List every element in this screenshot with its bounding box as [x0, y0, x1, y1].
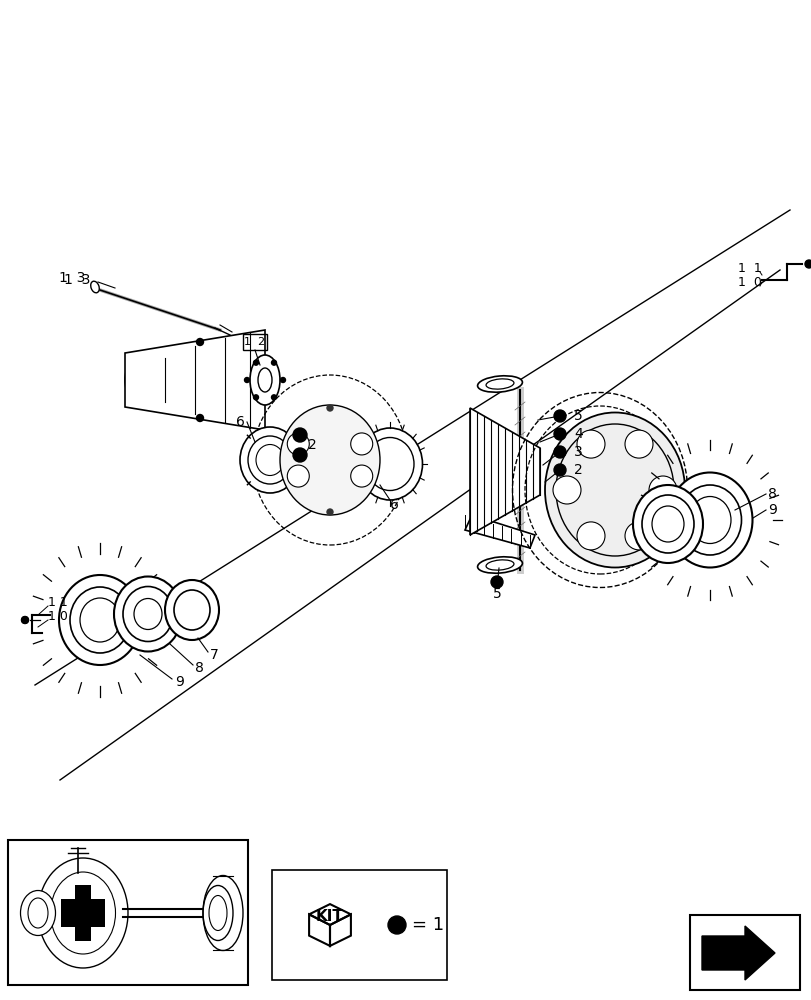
Text: 2: 2 — [573, 463, 582, 477]
Text: 8: 8 — [195, 661, 204, 675]
Ellipse shape — [667, 473, 752, 568]
Circle shape — [280, 377, 285, 382]
Ellipse shape — [552, 476, 581, 504]
Text: 1  0: 1 0 — [737, 275, 761, 288]
Text: 5: 5 — [573, 409, 582, 423]
Ellipse shape — [624, 430, 652, 458]
Ellipse shape — [280, 405, 380, 515]
Ellipse shape — [477, 557, 521, 573]
Circle shape — [553, 428, 565, 440]
Bar — [61, 899, 105, 927]
Bar — [8, 840, 247, 985]
Circle shape — [553, 410, 565, 422]
Ellipse shape — [125, 353, 165, 408]
Ellipse shape — [20, 890, 55, 935]
Text: 3: 3 — [573, 445, 582, 459]
Text: 8: 8 — [767, 487, 776, 501]
Bar — [10, 842, 246, 983]
Ellipse shape — [648, 476, 676, 504]
Circle shape — [388, 916, 406, 934]
Circle shape — [553, 464, 565, 476]
Ellipse shape — [250, 355, 280, 405]
Circle shape — [293, 428, 307, 442]
Text: 9: 9 — [175, 675, 183, 689]
Text: 6: 6 — [236, 415, 245, 429]
Ellipse shape — [357, 428, 422, 500]
Text: 2: 2 — [307, 438, 316, 452]
Text: 4: 4 — [573, 427, 582, 441]
Ellipse shape — [577, 430, 604, 458]
Text: 1  3: 1 3 — [63, 273, 90, 287]
Circle shape — [244, 377, 249, 382]
Bar — [689, 915, 799, 990]
Polygon shape — [125, 330, 264, 430]
Ellipse shape — [577, 522, 604, 550]
Text: 5: 5 — [492, 587, 500, 601]
Text: 1 0: 1 0 — [48, 610, 68, 624]
Polygon shape — [470, 408, 539, 535]
Ellipse shape — [240, 427, 299, 493]
Ellipse shape — [203, 886, 233, 940]
Bar — [75, 885, 91, 941]
Ellipse shape — [633, 485, 702, 563]
Circle shape — [553, 446, 565, 458]
Bar — [242, 334, 267, 350]
Ellipse shape — [350, 433, 372, 455]
Circle shape — [253, 395, 258, 400]
Text: 7: 7 — [210, 648, 218, 662]
Ellipse shape — [91, 281, 99, 293]
Text: 1  3: 1 3 — [58, 271, 85, 285]
Circle shape — [271, 360, 277, 365]
Ellipse shape — [624, 522, 652, 550]
Circle shape — [196, 338, 204, 346]
Text: 1  2: 1 2 — [244, 337, 265, 347]
Circle shape — [253, 360, 258, 365]
Circle shape — [271, 395, 277, 400]
Ellipse shape — [544, 412, 684, 568]
Ellipse shape — [38, 858, 128, 968]
Circle shape — [491, 576, 502, 588]
Ellipse shape — [287, 433, 309, 455]
Ellipse shape — [350, 465, 372, 487]
Ellipse shape — [59, 575, 141, 665]
Polygon shape — [465, 515, 534, 548]
Text: KIT: KIT — [315, 909, 344, 924]
Ellipse shape — [165, 580, 219, 640]
Text: 1  1: 1 1 — [737, 261, 761, 274]
Bar — [272, 870, 446, 980]
Ellipse shape — [114, 576, 182, 652]
Circle shape — [21, 616, 28, 624]
Circle shape — [804, 260, 811, 268]
Circle shape — [327, 509, 333, 515]
Text: 6: 6 — [389, 498, 398, 512]
Ellipse shape — [287, 465, 309, 487]
Polygon shape — [702, 926, 774, 980]
Text: = 1: = 1 — [411, 916, 444, 934]
Circle shape — [293, 448, 307, 462]
Text: 1 1: 1 1 — [48, 596, 67, 609]
Circle shape — [196, 414, 204, 422]
Circle shape — [327, 405, 333, 411]
Text: 9: 9 — [767, 503, 776, 517]
Ellipse shape — [477, 376, 521, 392]
